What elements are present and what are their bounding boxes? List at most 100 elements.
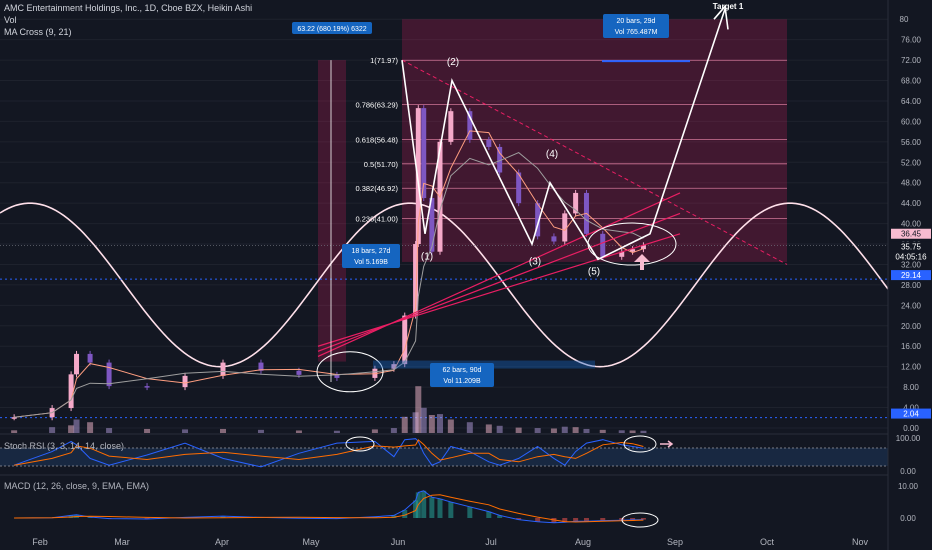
candle-body <box>551 236 557 242</box>
highlight-ellipse <box>316 351 384 393</box>
fib-level-label: 0.5(51.70) <box>364 160 399 169</box>
volume-bar <box>485 424 492 433</box>
y-tick-label: 4.00 <box>903 404 919 413</box>
macd-hist-bar <box>583 518 589 522</box>
volume-bar <box>437 414 443 433</box>
price-tag-text: 36.45 <box>901 230 922 239</box>
measure-text: 62 bars, 90d <box>443 367 482 374</box>
macd-hist-bar <box>391 515 397 518</box>
x-tick-label: Mar <box>114 537 130 547</box>
measure-badge <box>430 363 494 387</box>
y-tick-label: 32.00 <box>901 260 922 269</box>
price-tag <box>891 228 931 239</box>
macd-hist-bar <box>467 506 473 518</box>
macd-hist-bar <box>535 518 541 522</box>
volume-bar <box>257 429 264 433</box>
volume-bar <box>466 422 473 433</box>
measure-text: Vol 765.487M <box>615 29 658 36</box>
fib-zone <box>402 19 787 262</box>
macd-signal-line <box>14 494 644 523</box>
candle-body <box>182 375 188 388</box>
volume-bar <box>420 407 427 433</box>
macd-hist-bar <box>421 490 427 518</box>
volume-bar <box>11 430 18 433</box>
measure-text: 63.22 (680.19%) 6322 <box>297 26 366 33</box>
right-arrow-icon <box>660 440 674 448</box>
volume-bar <box>73 419 80 433</box>
candle-body <box>296 370 302 375</box>
candle-body <box>421 108 427 199</box>
macd-hist-bar <box>573 518 579 522</box>
candle-body <box>402 315 408 365</box>
price-tag <box>891 251 931 262</box>
candle-body <box>68 374 74 409</box>
macd-hist-bar <box>402 510 408 518</box>
x-tick-label: Sep <box>667 537 683 547</box>
price-tag-text: 35.75 <box>901 242 922 251</box>
candle-body <box>562 213 568 242</box>
measure-text: Vol 11.209B <box>443 378 481 385</box>
volume-bar <box>333 430 340 433</box>
trend-line <box>401 59 788 265</box>
candle-body <box>220 362 226 376</box>
price-tag-text: 2.04 <box>903 410 919 419</box>
macd-hist-bar <box>144 518 150 519</box>
y-tick-label: 24.00 <box>901 301 922 310</box>
cycle-wave <box>0 202 889 368</box>
measure-text: 18 bars, 27d <box>352 248 391 255</box>
target-arrow-icon <box>713 4 729 30</box>
y-tick-label: 80 <box>900 15 909 24</box>
macd-hist-bar <box>630 518 636 520</box>
y-tick-label: 8.00 <box>903 383 919 392</box>
target-label: Target 1 <box>713 2 744 11</box>
measure-text: 20 bars, 29d <box>617 18 656 25</box>
volume-bar <box>106 428 113 433</box>
candle-body <box>87 353 93 363</box>
x-tick-label: Aug <box>575 537 591 547</box>
candle-body <box>413 244 419 316</box>
volume-bar <box>496 425 503 433</box>
stoch-tick: 0.00 <box>900 467 916 476</box>
y-tick-label: 52.00 <box>901 158 922 167</box>
channel-line <box>317 192 681 358</box>
candle-body <box>467 111 473 140</box>
y-tick-label: 28.00 <box>901 281 922 290</box>
candle-body <box>640 245 646 250</box>
y-tick-label: 12.00 <box>901 363 922 372</box>
x-tick-label: Apr <box>215 537 229 547</box>
candle-body <box>74 353 80 375</box>
candle-body <box>535 203 541 237</box>
x-tick-label: Jun <box>391 537 406 547</box>
channel-line <box>317 233 681 347</box>
volume-bar <box>415 386 422 433</box>
volume-bar <box>390 428 397 433</box>
price-tag <box>891 270 931 281</box>
candle-body <box>144 386 150 388</box>
volume-bar <box>182 429 189 433</box>
macd-tick: 10.00 <box>898 482 919 491</box>
volume-bar <box>68 425 75 433</box>
measure-badge <box>342 244 400 268</box>
volume-bar <box>618 430 625 433</box>
measure-badge <box>292 22 372 34</box>
fib-level-label: 0.236(41.00) <box>355 214 398 223</box>
y-tick-label: 60.00 <box>901 117 922 126</box>
measure-badge <box>603 14 669 38</box>
candle-body <box>429 198 435 252</box>
y-tick-label: 72.00 <box>901 56 922 65</box>
price-tag <box>891 241 931 252</box>
volume-bar <box>572 427 579 433</box>
candle-body <box>334 374 340 378</box>
fib-level-label: 0.786(63.29) <box>355 101 398 110</box>
volume-bar <box>640 430 647 433</box>
stoch-ellipse <box>623 435 657 453</box>
volume-bar <box>583 428 590 433</box>
macd-hist-bar <box>497 515 503 518</box>
stoch-k-line <box>13 438 644 468</box>
rally-zone <box>318 60 346 362</box>
y-tick-label: 20.00 <box>901 322 922 331</box>
wave-label: (4) <box>546 149 558 160</box>
macd-hist-bar <box>486 511 492 518</box>
stoch-tick: 100.00 <box>896 434 921 443</box>
